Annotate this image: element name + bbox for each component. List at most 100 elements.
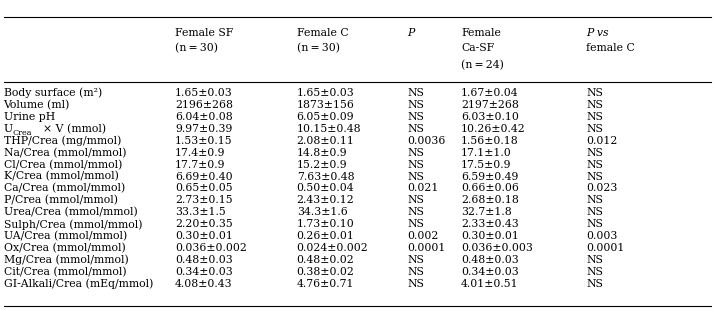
Text: NS: NS bbox=[586, 148, 603, 158]
Text: GI-Alkali/Crea (mEq/mmol): GI-Alkali/Crea (mEq/mmol) bbox=[4, 279, 153, 289]
Text: 0.024±0.002: 0.024±0.002 bbox=[297, 243, 368, 253]
Text: Urea/Crea (mmol/mmol): Urea/Crea (mmol/mmol) bbox=[4, 207, 137, 218]
Text: 2.08±0.11: 2.08±0.11 bbox=[297, 136, 355, 146]
Text: 0.38±0.02: 0.38±0.02 bbox=[297, 267, 355, 277]
Text: 0.48±0.03: 0.48±0.03 bbox=[175, 255, 233, 265]
Text: NS: NS bbox=[586, 88, 603, 98]
Text: Body surface (m²): Body surface (m²) bbox=[4, 88, 102, 98]
Text: Female C: Female C bbox=[297, 28, 348, 38]
Text: NS: NS bbox=[408, 100, 425, 110]
Text: 1873±156: 1873±156 bbox=[297, 100, 355, 110]
Text: 0.48±0.02: 0.48±0.02 bbox=[297, 255, 355, 265]
Text: (n = 30): (n = 30) bbox=[297, 43, 340, 53]
Text: 2.68±0.18: 2.68±0.18 bbox=[461, 195, 519, 206]
Text: 1.65±0.03: 1.65±0.03 bbox=[175, 88, 233, 98]
Text: NS: NS bbox=[408, 267, 425, 277]
Text: Ca/Crea (mmol/mmol): Ca/Crea (mmol/mmol) bbox=[4, 183, 125, 194]
Text: NS: NS bbox=[586, 160, 603, 170]
Text: 1.67±0.04: 1.67±0.04 bbox=[461, 88, 519, 98]
Text: NS: NS bbox=[586, 171, 603, 182]
Text: NS: NS bbox=[586, 100, 603, 110]
Text: NS: NS bbox=[408, 160, 425, 170]
Text: NS: NS bbox=[408, 124, 425, 134]
Text: 0.021: 0.021 bbox=[408, 184, 439, 193]
Text: 4.08±0.43: 4.08±0.43 bbox=[175, 279, 233, 289]
Text: 10.26±0.42: 10.26±0.42 bbox=[461, 124, 526, 134]
Text: 2196±268: 2196±268 bbox=[175, 100, 233, 110]
Text: 34.3±1.6: 34.3±1.6 bbox=[297, 207, 347, 217]
Text: 0.036±0.002: 0.036±0.002 bbox=[175, 243, 247, 253]
Text: Cl/Crea (mmol/mmol): Cl/Crea (mmol/mmol) bbox=[4, 159, 122, 170]
Text: NS: NS bbox=[408, 255, 425, 265]
Text: K/Crea (mmol/mmol): K/Crea (mmol/mmol) bbox=[4, 171, 119, 182]
Text: NS: NS bbox=[586, 255, 603, 265]
Text: NS: NS bbox=[408, 112, 425, 122]
Text: NS: NS bbox=[586, 124, 603, 134]
Text: Na/Crea (mmol/mmol): Na/Crea (mmol/mmol) bbox=[4, 148, 126, 158]
Text: female C: female C bbox=[586, 43, 635, 53]
Text: 15.2±0.9: 15.2±0.9 bbox=[297, 160, 347, 170]
Text: 0.003: 0.003 bbox=[586, 231, 618, 241]
Text: 2.43±0.12: 2.43±0.12 bbox=[297, 195, 355, 206]
Text: NS: NS bbox=[408, 195, 425, 206]
Text: 6.59±0.49: 6.59±0.49 bbox=[461, 171, 518, 182]
Text: NS: NS bbox=[408, 148, 425, 158]
Text: (n = 24): (n = 24) bbox=[461, 60, 504, 70]
Text: NS: NS bbox=[586, 219, 603, 229]
Text: 0.34±0.03: 0.34±0.03 bbox=[461, 267, 519, 277]
Text: UA/Crea (mmol/mmol): UA/Crea (mmol/mmol) bbox=[4, 231, 127, 241]
Text: Female SF: Female SF bbox=[175, 28, 234, 38]
Text: 0.34±0.03: 0.34±0.03 bbox=[175, 267, 233, 277]
Text: 17.4±0.9: 17.4±0.9 bbox=[175, 148, 226, 158]
Text: 4.76±0.71: 4.76±0.71 bbox=[297, 279, 354, 289]
Text: Sulph/Crea (mmol/mmol): Sulph/Crea (mmol/mmol) bbox=[4, 219, 142, 230]
Text: 0.65±0.05: 0.65±0.05 bbox=[175, 184, 233, 193]
Text: Female: Female bbox=[461, 28, 501, 38]
Text: NS: NS bbox=[586, 195, 603, 206]
Text: 0.48±0.03: 0.48±0.03 bbox=[461, 255, 519, 265]
Text: 0.036±0.003: 0.036±0.003 bbox=[461, 243, 533, 253]
Text: 0.023: 0.023 bbox=[586, 184, 618, 193]
Text: 0.30±0.01: 0.30±0.01 bbox=[461, 231, 519, 241]
Text: 0.0036: 0.0036 bbox=[408, 136, 446, 146]
Text: THP/Crea (mg/mmol): THP/Crea (mg/mmol) bbox=[4, 135, 121, 146]
Text: Urine pH: Urine pH bbox=[4, 112, 55, 122]
Text: 6.69±0.40: 6.69±0.40 bbox=[175, 171, 233, 182]
Text: 0.0001: 0.0001 bbox=[586, 243, 625, 253]
Text: Ox/Crea (mmol/mmol): Ox/Crea (mmol/mmol) bbox=[4, 243, 125, 253]
Text: U: U bbox=[4, 124, 13, 134]
Text: 33.3±1.5: 33.3±1.5 bbox=[175, 207, 226, 217]
Text: NS: NS bbox=[586, 267, 603, 277]
Text: 2197±268: 2197±268 bbox=[461, 100, 519, 110]
Text: 1.56±0.18: 1.56±0.18 bbox=[461, 136, 519, 146]
Text: NS: NS bbox=[408, 88, 425, 98]
Text: P/Crea (mmol/mmol): P/Crea (mmol/mmol) bbox=[4, 195, 117, 206]
Text: NS: NS bbox=[586, 279, 603, 289]
Text: NS: NS bbox=[586, 112, 603, 122]
Text: 32.7±1.8: 32.7±1.8 bbox=[461, 207, 512, 217]
Text: (n = 30): (n = 30) bbox=[175, 43, 218, 53]
Text: 0.012: 0.012 bbox=[586, 136, 618, 146]
Text: Volume (ml): Volume (ml) bbox=[4, 100, 70, 110]
Text: Ca-SF: Ca-SF bbox=[461, 43, 495, 53]
Text: 14.8±0.9: 14.8±0.9 bbox=[297, 148, 347, 158]
Text: 1.73±0.10: 1.73±0.10 bbox=[297, 219, 355, 229]
Text: 2.73±0.15: 2.73±0.15 bbox=[175, 195, 233, 206]
Text: 6.04±0.08: 6.04±0.08 bbox=[175, 112, 233, 122]
Text: NS: NS bbox=[586, 207, 603, 217]
Text: 1.65±0.03: 1.65±0.03 bbox=[297, 88, 355, 98]
Text: Crea: Crea bbox=[13, 129, 32, 137]
Text: 0.0001: 0.0001 bbox=[408, 243, 446, 253]
Text: 0.002: 0.002 bbox=[408, 231, 439, 241]
Text: 17.5±0.9: 17.5±0.9 bbox=[461, 160, 512, 170]
Text: 9.97±0.39: 9.97±0.39 bbox=[175, 124, 232, 134]
Text: 6.05±0.09: 6.05±0.09 bbox=[297, 112, 355, 122]
Text: NS: NS bbox=[408, 219, 425, 229]
Text: 0.50±0.04: 0.50±0.04 bbox=[297, 184, 355, 193]
Text: 17.1±1.0: 17.1±1.0 bbox=[461, 148, 512, 158]
Text: P vs: P vs bbox=[586, 28, 609, 38]
Text: 0.26±0.01: 0.26±0.01 bbox=[297, 231, 355, 241]
Text: 7.63±0.48: 7.63±0.48 bbox=[297, 171, 355, 182]
Text: 6.03±0.10: 6.03±0.10 bbox=[461, 112, 519, 122]
Text: 0.30±0.01: 0.30±0.01 bbox=[175, 231, 233, 241]
